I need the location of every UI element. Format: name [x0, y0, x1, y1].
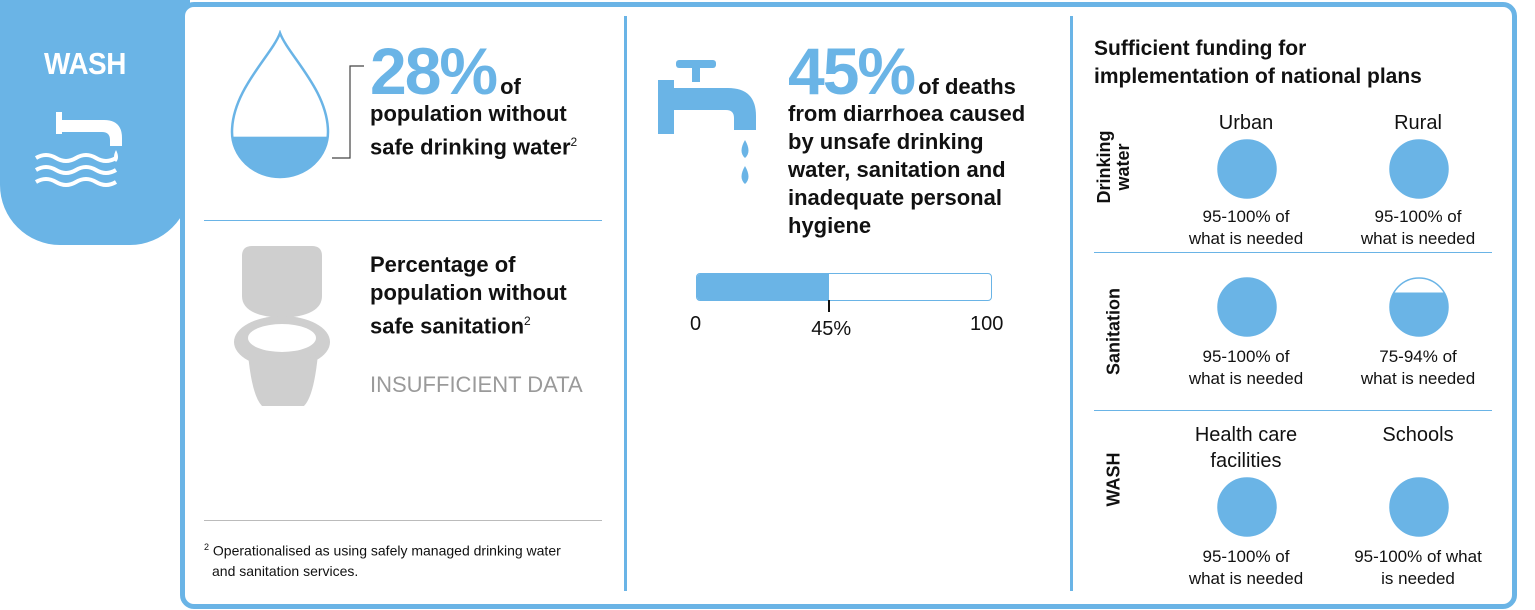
row-label-sanitation: Sanitation	[1103, 288, 1124, 376]
column-divider-2	[1070, 16, 1073, 591]
row-label-drinking-water: Drinking water	[1094, 130, 1133, 204]
funding-circle-outline	[1217, 477, 1277, 537]
sanitation-description: Percentage of population without safe sa…	[370, 251, 567, 340]
circle-label-wash-health: 95-100% of what is needed	[1188, 547, 1304, 588]
diarrhoea-line-1: from diarrhoea caused	[788, 101, 1026, 126]
water-of-label: of	[500, 74, 521, 99]
water-line-1: population without	[370, 101, 567, 126]
circle-label-drinking-rural: 95-100% of what is needed	[1360, 207, 1476, 248]
funding-circle-outline	[1389, 277, 1449, 337]
progress-value-tick	[828, 300, 831, 312]
funding-circle-wash-health	[1217, 477, 1277, 537]
circle-label-drinking-urban: 95-100% of what is needed	[1188, 207, 1304, 248]
bar-min-label: 0	[690, 313, 702, 335]
bar-max-label: 100	[970, 313, 1004, 335]
funding-title: Sufficient funding for implementation of…	[1094, 35, 1422, 91]
tab-title: WASH	[44, 46, 126, 81]
funding-row-divider-1	[1094, 252, 1492, 253]
sanitation-line-2: population without	[370, 280, 567, 305]
funding-circle-outline	[1217, 277, 1277, 337]
funding-row-divider-2	[1094, 410, 1492, 411]
footnote-line-1: Operationalised as using safely managed …	[212, 542, 561, 559]
diarrhoea-description: from diarrhoea caused by unsafe drinking…	[788, 100, 1025, 240]
footnote-marker: 2	[204, 542, 210, 552]
footnote: 2 Operationalised as using safely manage…	[204, 537, 561, 581]
funding-circle-outline	[1389, 477, 1449, 537]
tap-water-icon	[34, 112, 122, 187]
funding-circle-outline	[1389, 139, 1449, 199]
diarrhoea-line-3: water, sanitation and	[788, 157, 1006, 182]
sanitation-line-1: Percentage of	[370, 252, 516, 277]
diarrhoea-line-4: inadequate personal	[788, 185, 1002, 210]
column-header-schools: Schools	[1382, 424, 1454, 446]
insufficient-data-note: INSUFFICIENT DATA	[370, 372, 583, 397]
footnote-divider	[204, 520, 602, 521]
toilet-icon	[234, 246, 330, 406]
funding-circle-fill	[1218, 278, 1276, 336]
funding-circle-drinking-urban	[1217, 139, 1277, 199]
column-divider-1	[624, 16, 627, 591]
funding-circle-fill	[1390, 140, 1448, 198]
callout-line	[332, 65, 364, 159]
wash-tab: WASH	[0, 0, 190, 245]
circle-label-wash-schools: 95-100% of what is needed	[1354, 547, 1482, 588]
diarrhoea-line-2: by unsafe drinking	[788, 129, 984, 154]
section-divider	[204, 220, 602, 221]
funding-title-line-2: implementation of national plans	[1094, 65, 1422, 88]
funding-circle-fill	[1390, 478, 1448, 536]
column-header-health-care: Health care facilities	[1194, 424, 1298, 472]
funding-circle-fill	[1218, 140, 1276, 198]
water-percent: 28% of	[370, 34, 521, 108]
funding-circle-fill	[1390, 292, 1448, 336]
funding-circle-drinking-rural	[1389, 139, 1449, 199]
funding-title-line-1: Sufficient funding for	[1094, 37, 1307, 60]
circle-label-sanitation-urban: 95-100% of what is needed	[1188, 347, 1304, 388]
diarrhoea-progress-fill	[697, 274, 830, 300]
water-line-2: safe drinking water	[370, 134, 571, 160]
diarrhoea-of-label: of deaths	[918, 74, 1016, 99]
water-drop-icon	[230, 30, 330, 179]
water-description: population without safe drinking water2	[370, 100, 577, 161]
diarrhoea-percent: 45% of deaths	[788, 34, 1016, 108]
diarrhoea-line-5: hygiene	[788, 213, 872, 238]
main-panel	[180, 2, 1517, 609]
footnote-line-2: and sanitation services.	[212, 562, 359, 579]
circle-label-sanitation-rural: 75-94% of what is needed	[1360, 347, 1476, 388]
column-header-urban: Urban	[1218, 112, 1274, 134]
funding-circle-outline	[1217, 139, 1277, 199]
sanitation-line-3: safe sanitation	[370, 313, 525, 339]
funding-circle-wash-schools	[1389, 477, 1449, 537]
column-header-rural: Rural	[1394, 112, 1442, 134]
diarrhoea-progress-bar	[696, 273, 992, 301]
water-footnote-ref: 2	[570, 135, 578, 149]
funding-circle-fill	[1218, 478, 1276, 536]
funding-circle-sanitation-urban	[1217, 277, 1277, 337]
funding-circle-sanitation-rural	[1389, 277, 1449, 337]
bar-value-label: 45%	[811, 318, 852, 340]
sanitation-footnote-ref: 2	[524, 314, 531, 328]
faucet-icon	[658, 60, 756, 184]
row-label-wash: WASH	[1103, 452, 1124, 507]
